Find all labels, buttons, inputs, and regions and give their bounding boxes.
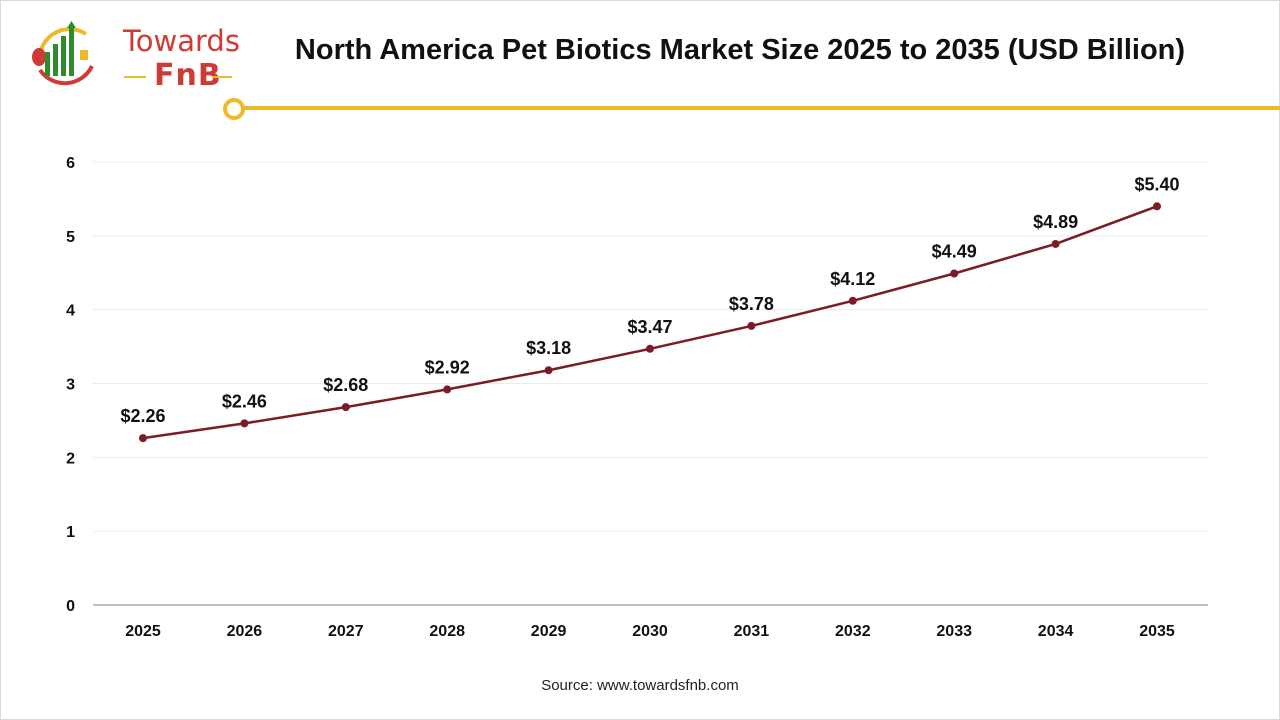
x-tick-label: 2029 [531, 623, 567, 640]
x-tick-label: 2028 [429, 623, 465, 640]
data-point [139, 434, 147, 443]
title-underline [240, 106, 1280, 110]
x-tick-label: 2026 [227, 623, 263, 640]
y-tick-label: 6 [66, 155, 75, 172]
data-point [240, 419, 249, 428]
x-tick-label: 2030 [632, 623, 668, 640]
logo-text-fnb: FnB [154, 58, 222, 93]
data-point [646, 344, 654, 353]
data-label: $3.47 [627, 317, 672, 337]
y-tick-label: 2 [66, 450, 75, 467]
x-tick-label: 2031 [734, 623, 770, 640]
data-point [950, 269, 959, 278]
data-point [544, 366, 553, 375]
data-point [443, 385, 452, 394]
data-label: $2.26 [120, 406, 165, 426]
logo-text-towards: Towards [123, 24, 240, 58]
data-label: $2.68 [323, 375, 368, 395]
data-point [848, 296, 857, 305]
y-tick-label: 0 [66, 598, 75, 615]
logo-dash-right [212, 76, 232, 78]
x-tick-label: 2033 [936, 623, 972, 640]
brand-logo: Towards FnB [26, 20, 240, 93]
data-label: $3.78 [729, 294, 774, 314]
y-tick-label: 5 [66, 229, 75, 246]
x-tick-label: 2025 [125, 623, 161, 640]
x-tick-label: 2034 [1038, 623, 1074, 640]
source-note: Source: www.towardsfnb.com [541, 677, 739, 694]
x-tick-label: 2027 [328, 623, 364, 640]
y-tick-label: 4 [66, 303, 75, 320]
data-label: $4.12 [830, 269, 875, 289]
data-label: $2.92 [425, 357, 470, 377]
logo-graphic-icon [32, 21, 94, 86]
title-underline-dot [223, 98, 245, 120]
logo-dash-left [124, 76, 146, 78]
data-point [747, 321, 756, 330]
chart-title: North America Pet Biotics Market Size 20… [294, 34, 1186, 66]
data-point [1051, 239, 1060, 248]
y-tick-label: 1 [66, 524, 75, 541]
data-label: $3.18 [526, 338, 571, 358]
x-tick-label: 2035 [1139, 623, 1175, 640]
data-point [341, 403, 350, 412]
data-point [1153, 202, 1161, 211]
data-label: $2.46 [222, 391, 267, 411]
y-tick-label: 3 [66, 377, 75, 394]
data-label: $4.49 [932, 241, 977, 261]
data-label: $5.40 [1134, 174, 1179, 194]
data-label: $4.89 [1033, 212, 1078, 232]
x-tick-label: 2032 [835, 623, 871, 640]
